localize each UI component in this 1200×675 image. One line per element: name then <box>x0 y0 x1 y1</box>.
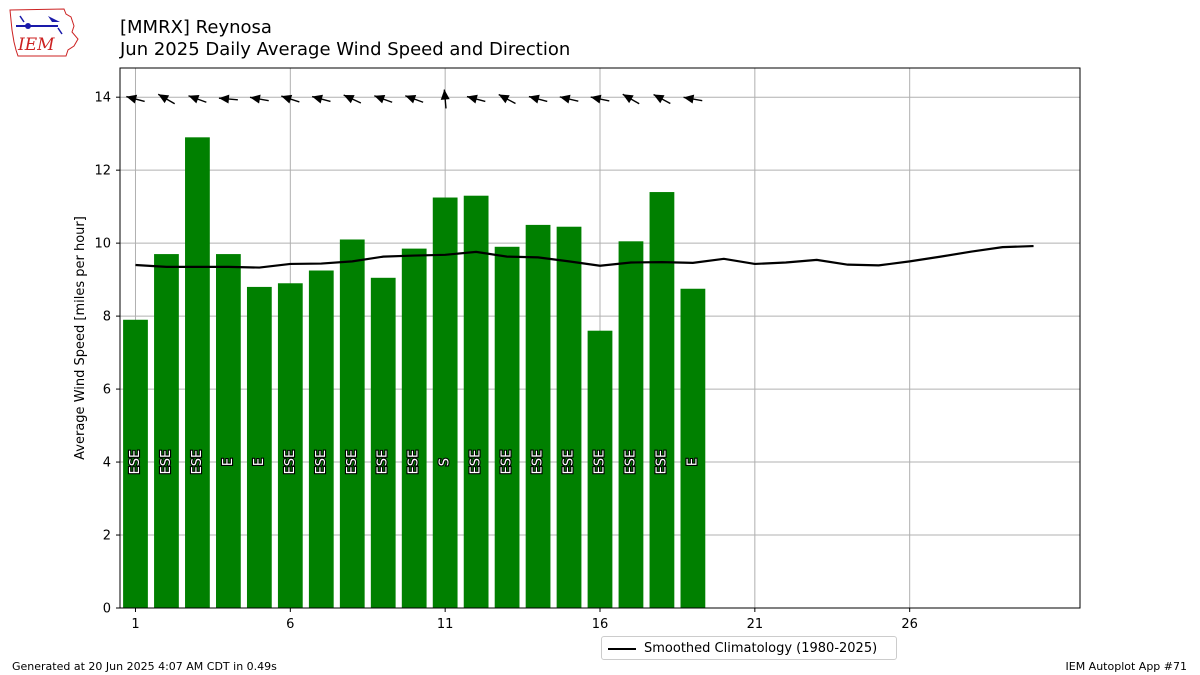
x-tick-label: 1 <box>131 617 139 632</box>
direction-label: ESE <box>531 450 546 475</box>
chart-title: [MMRX] Reynosa <box>120 17 272 38</box>
speed-bar <box>339 239 365 608</box>
x-tick-label: 16 <box>592 617 609 632</box>
speed-bars <box>123 137 706 609</box>
wind-direction-arrow <box>218 94 238 104</box>
speed-bar <box>185 137 210 608</box>
direction-label: E <box>685 458 700 466</box>
direction-label: ESE <box>562 450 577 475</box>
x-tick-label: 6 <box>286 617 294 632</box>
y-tick-label: 6 <box>103 383 111 398</box>
speed-bar <box>277 283 303 608</box>
wind-direction-arrow <box>653 93 671 105</box>
wind-direction-arrow <box>249 94 269 104</box>
wind-direction-arrow <box>559 94 579 104</box>
speed-bar <box>216 254 241 608</box>
wind-direction-arrow <box>405 94 424 104</box>
speed-bar <box>556 226 582 608</box>
wind-direction-arrow <box>528 94 548 104</box>
y-tick-label: 10 <box>94 237 111 252</box>
generated-timestamp: Generated at 20 Jun 2025 4:07 AM CDT in … <box>12 660 277 673</box>
speed-bar <box>649 192 675 608</box>
y-tick-label: 4 <box>103 456 111 471</box>
wind-direction-arrow <box>622 93 640 105</box>
legend-line-swatch <box>608 648 636 650</box>
y-tick-label: 8 <box>103 310 111 325</box>
direction-label: ESE <box>376 450 391 475</box>
speed-bar <box>618 241 644 609</box>
direction-label: E <box>252 458 267 466</box>
direction-label: ESE <box>190 450 205 475</box>
direction-labels: ESE ESE ESE E E ESE ESE ESE ESE ESE S ESE ESE ESE ESE E… <box>127 449 702 476</box>
direction-label: ESE <box>593 450 608 475</box>
direction-label: ESE <box>314 450 329 475</box>
x-tick-label: 26 <box>901 617 918 632</box>
y-tick-label: 12 <box>94 164 111 179</box>
legend: Smoothed Climatology (1980-2025) <box>601 636 897 660</box>
x-tick-label: 21 <box>747 617 764 632</box>
direction-label: S <box>438 458 453 466</box>
speed-bar <box>525 224 551 608</box>
speed-bar <box>680 288 706 608</box>
chart-subtitle: Jun 2025 Daily Average Wind Speed and Di… <box>120 39 571 60</box>
iem-logo: IEM <box>8 6 80 62</box>
wind-direction-arrow <box>188 94 207 104</box>
wind-direction-arrow <box>498 93 516 105</box>
x-tick-label: 11 <box>437 617 454 632</box>
wind-direction-arrow <box>440 89 450 109</box>
speed-bar <box>370 277 396 608</box>
direction-label: ESE <box>623 450 638 475</box>
wind-direction-arrow <box>157 93 176 105</box>
speed-bar <box>432 197 458 608</box>
speed-bar <box>246 286 272 608</box>
legend-label: Smoothed Climatology (1980-2025) <box>644 641 878 656</box>
direction-label: ESE <box>128 450 143 475</box>
wind-direction-arrow <box>466 94 486 104</box>
y-tick-label: 0 <box>103 602 111 617</box>
speed-bar <box>494 246 520 608</box>
wind-direction-arrow <box>281 94 300 104</box>
speed-bar <box>308 270 334 608</box>
y-tick-label: 2 <box>103 529 111 544</box>
direction-arrows <box>126 89 703 109</box>
speed-bar <box>154 254 179 608</box>
speed-bar <box>123 319 148 608</box>
y-axis-label: Average Wind Speed [miles per hour] <box>73 216 88 460</box>
app-credit: IEM Autoplot App #71 <box>1065 660 1188 673</box>
climatology-line <box>135 244 1034 269</box>
direction-label: ESE <box>500 450 515 475</box>
wind-direction-arrow <box>126 94 145 104</box>
direction-label: ESE <box>283 450 298 475</box>
svg-text:IEM: IEM <box>17 35 55 55</box>
y-tick-label: 14 <box>94 91 111 106</box>
wind-direction-arrow <box>311 94 331 104</box>
speed-bar <box>587 330 613 608</box>
climatology-series-line <box>135 244 1034 269</box>
wind-direction-arrow <box>343 94 362 104</box>
wind-direction-arrow <box>590 94 610 104</box>
wind-direction-arrow <box>683 94 703 104</box>
speed-bar <box>463 195 489 608</box>
direction-label: E <box>221 458 236 466</box>
direction-label: ESE <box>407 450 422 475</box>
direction-label: ESE <box>469 450 484 475</box>
wind-direction-arrow <box>374 94 393 104</box>
direction-label: ESE <box>345 450 360 475</box>
direction-label: ESE <box>159 450 174 475</box>
speed-bar <box>401 248 427 609</box>
direction-label: ESE <box>654 450 669 475</box>
